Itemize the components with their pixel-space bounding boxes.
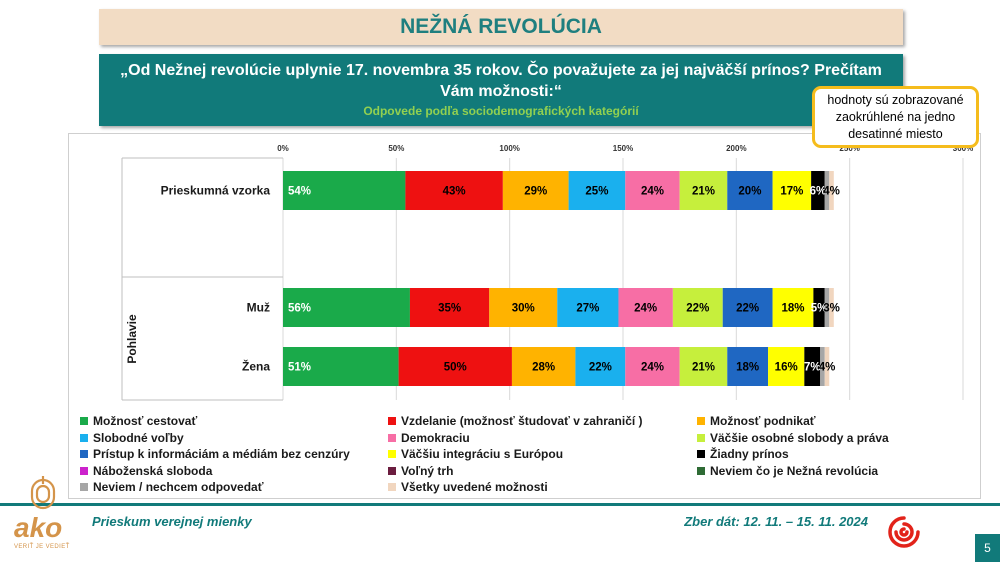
- legend-item: Voľný trh: [388, 464, 453, 478]
- legend-item: Žiadny prínos: [697, 447, 789, 461]
- legend-label: Možnosť cestovať: [93, 414, 197, 428]
- legend-item: Neviem čo je Nežná revolúcia: [697, 464, 878, 478]
- data-label: 21%: [692, 362, 715, 374]
- row-label: Prieskumná vzorka: [161, 184, 271, 198]
- legend-swatch: [388, 483, 396, 491]
- legend-swatch: [697, 467, 705, 475]
- logo-tagline: VERIŤ JE VEDIEŤ: [14, 544, 70, 550]
- legend-item: Vzdelanie (možnosť študovať v zahraničí …: [388, 414, 643, 428]
- data-label: 24%: [641, 186, 664, 198]
- legend-item: Neviem / nechcem odpovedať: [80, 480, 263, 494]
- data-label: 17%: [780, 186, 803, 198]
- legend-label: Demokraciu: [401, 431, 470, 445]
- data-label: 27%: [576, 303, 599, 315]
- data-label: 50%: [444, 362, 467, 374]
- data-label: 4%: [819, 362, 836, 374]
- x-tick-label: 100%: [499, 144, 519, 153]
- legend-label: Neviem čo je Nežná revolúcia: [710, 464, 878, 478]
- data-label: 22%: [686, 303, 709, 315]
- data-label: 56%: [288, 303, 311, 315]
- data-label: 29%: [524, 186, 547, 198]
- legend-item: Prístup k informáciám a médiám bez cenzú…: [80, 447, 350, 461]
- data-label: 24%: [634, 303, 657, 315]
- stacked-bar-chart: 0% 50% 100% 150% 200% 250% 300%PohlaviePriesku…: [0, 0, 1000, 420]
- legend-swatch: [80, 434, 88, 442]
- data-label: 16%: [775, 362, 798, 374]
- legend-swatch: [388, 450, 396, 458]
- legend-swatch: [80, 450, 88, 458]
- data-label: 18%: [781, 303, 804, 315]
- legend-item: Možnosť cestovať: [80, 414, 197, 428]
- legend-label: Voľný trh: [401, 464, 453, 478]
- x-tick-label: 50%: [388, 144, 404, 153]
- row-label: Žena: [242, 359, 270, 374]
- legend-label: Možnosť podnikať: [710, 414, 816, 428]
- data-label: 51%: [288, 362, 311, 374]
- legend-item: Slobodné voľby: [80, 431, 184, 445]
- legend-swatch: [80, 467, 88, 475]
- legend-swatch: [697, 434, 705, 442]
- legend-item: Demokraciu: [388, 431, 470, 445]
- legend-swatch: [697, 450, 705, 458]
- legend-label: Žiadny prínos: [710, 447, 789, 461]
- data-label: 25%: [585, 186, 608, 198]
- footer-divider: [0, 503, 1000, 506]
- legend-swatch: [388, 434, 396, 442]
- data-label: 22%: [589, 362, 612, 374]
- legend-swatch: [697, 417, 705, 425]
- data-label: 20%: [738, 186, 761, 198]
- legend-item: Všetky uvedené možnosti: [388, 480, 548, 494]
- x-tick-label: 0%: [277, 144, 289, 153]
- group-label: Pohlavie: [125, 314, 139, 364]
- legend-item: Väčšie osobné slobody a práva: [697, 431, 889, 445]
- data-label: 21%: [692, 186, 715, 198]
- legend-item: Väčšiu integráciu s Európou: [388, 447, 563, 461]
- legend-swatch: [80, 417, 88, 425]
- legend-label: Vzdelanie (možnosť študovať v zahraničí …: [401, 414, 643, 428]
- legend-label: Prístup k informáciám a médiám bez cenzú…: [93, 447, 350, 461]
- page-number: 5: [975, 534, 1000, 562]
- legend-label: Slobodné voľby: [93, 431, 184, 445]
- data-label: 22%: [736, 303, 759, 315]
- rounding-note-text: hodnoty sú zobrazované zaokrúhlené na je…: [821, 92, 970, 143]
- page-number-text: 5: [984, 541, 991, 555]
- legend-swatch: [388, 467, 396, 475]
- data-label: 18%: [736, 362, 759, 374]
- data-label: 35%: [438, 303, 461, 315]
- data-label: 4%: [823, 186, 840, 198]
- legend-item: Možnosť podnikať: [697, 414, 816, 428]
- data-label: 28%: [532, 362, 555, 374]
- data-label: 30%: [512, 303, 535, 315]
- data-label: 54%: [288, 186, 311, 198]
- brand-swirl-icon: [884, 512, 924, 552]
- survey-label: Prieskum verejnej mienky: [92, 514, 252, 529]
- collection-date: Zber dát: 12. 11. – 15. 11. 2024: [630, 514, 868, 529]
- data-label: 24%: [641, 362, 664, 374]
- legend-label: Väčšie osobné slobody a práva: [710, 431, 889, 445]
- logo-wordmark: ako: [14, 512, 62, 544]
- row-label: Muž: [247, 301, 270, 315]
- legend-label: Neviem / nechcem odpovedať: [93, 480, 263, 494]
- legend-label: Väčšiu integráciu s Európou: [401, 447, 563, 461]
- data-label: 43%: [443, 186, 466, 198]
- legend-swatch: [388, 417, 396, 425]
- legend-swatch: [80, 483, 88, 491]
- legend-label: Náboženská sloboda: [93, 464, 212, 478]
- legend-label: Všetky uvedené možnosti: [401, 480, 548, 494]
- data-label: 3%: [823, 303, 840, 315]
- legend-item: Náboženská sloboda: [80, 464, 212, 478]
- x-tick-label: 200%: [726, 144, 746, 153]
- chart-legend: Možnosť cestovať Vzdelanie (možnosť študo…: [80, 414, 970, 496]
- x-tick-label: 150%: [613, 144, 633, 153]
- rounding-note: hodnoty sú zobrazované zaokrúhlené na je…: [812, 86, 979, 148]
